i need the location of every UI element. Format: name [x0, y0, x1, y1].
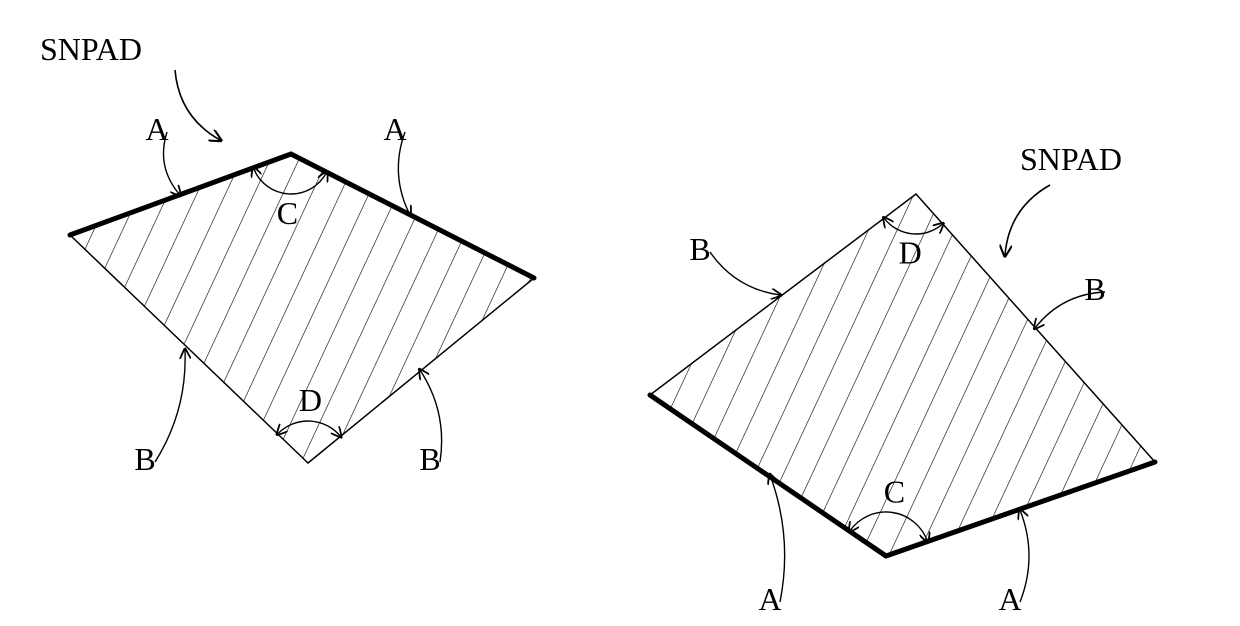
shape-right: D C B B A A SNPAD: [650, 141, 1155, 617]
shape-right-leader-top-left: [710, 252, 780, 295]
shape-right-angle-label-bottom: C: [884, 474, 905, 510]
shape-right-snpad-arrow: [1005, 185, 1050, 255]
shape-left-leader-bottom-left: [155, 350, 185, 462]
shape-right-snpad-label: SNPAD: [1020, 141, 1122, 177]
shape-right-side-label-bottom-right: A: [998, 581, 1021, 617]
shape-left-snpad-arrow: [175, 70, 220, 140]
shape-right-side-label-top-right: B: [1084, 271, 1105, 307]
shape-left-angle-label-bottom: D: [299, 382, 322, 418]
shape-right-side-label-top-left: B: [689, 231, 710, 267]
shape-right-angle-label-top: D: [899, 235, 922, 271]
shape-left-side-label-top-left: A: [145, 111, 168, 147]
shape-left-side-label-top-right: A: [383, 111, 406, 147]
shape-left: C D A A B B SNPAD: [40, 31, 534, 477]
shape-left-snpad-label: SNPAD: [40, 31, 142, 67]
shape-left-side-label-bottom-right: B: [419, 441, 440, 477]
shape-left-angle-label-top: C: [277, 195, 298, 231]
shape-right-side-label-bottom-left: A: [758, 581, 781, 617]
shape-left-side-label-bottom-left: B: [134, 441, 155, 477]
